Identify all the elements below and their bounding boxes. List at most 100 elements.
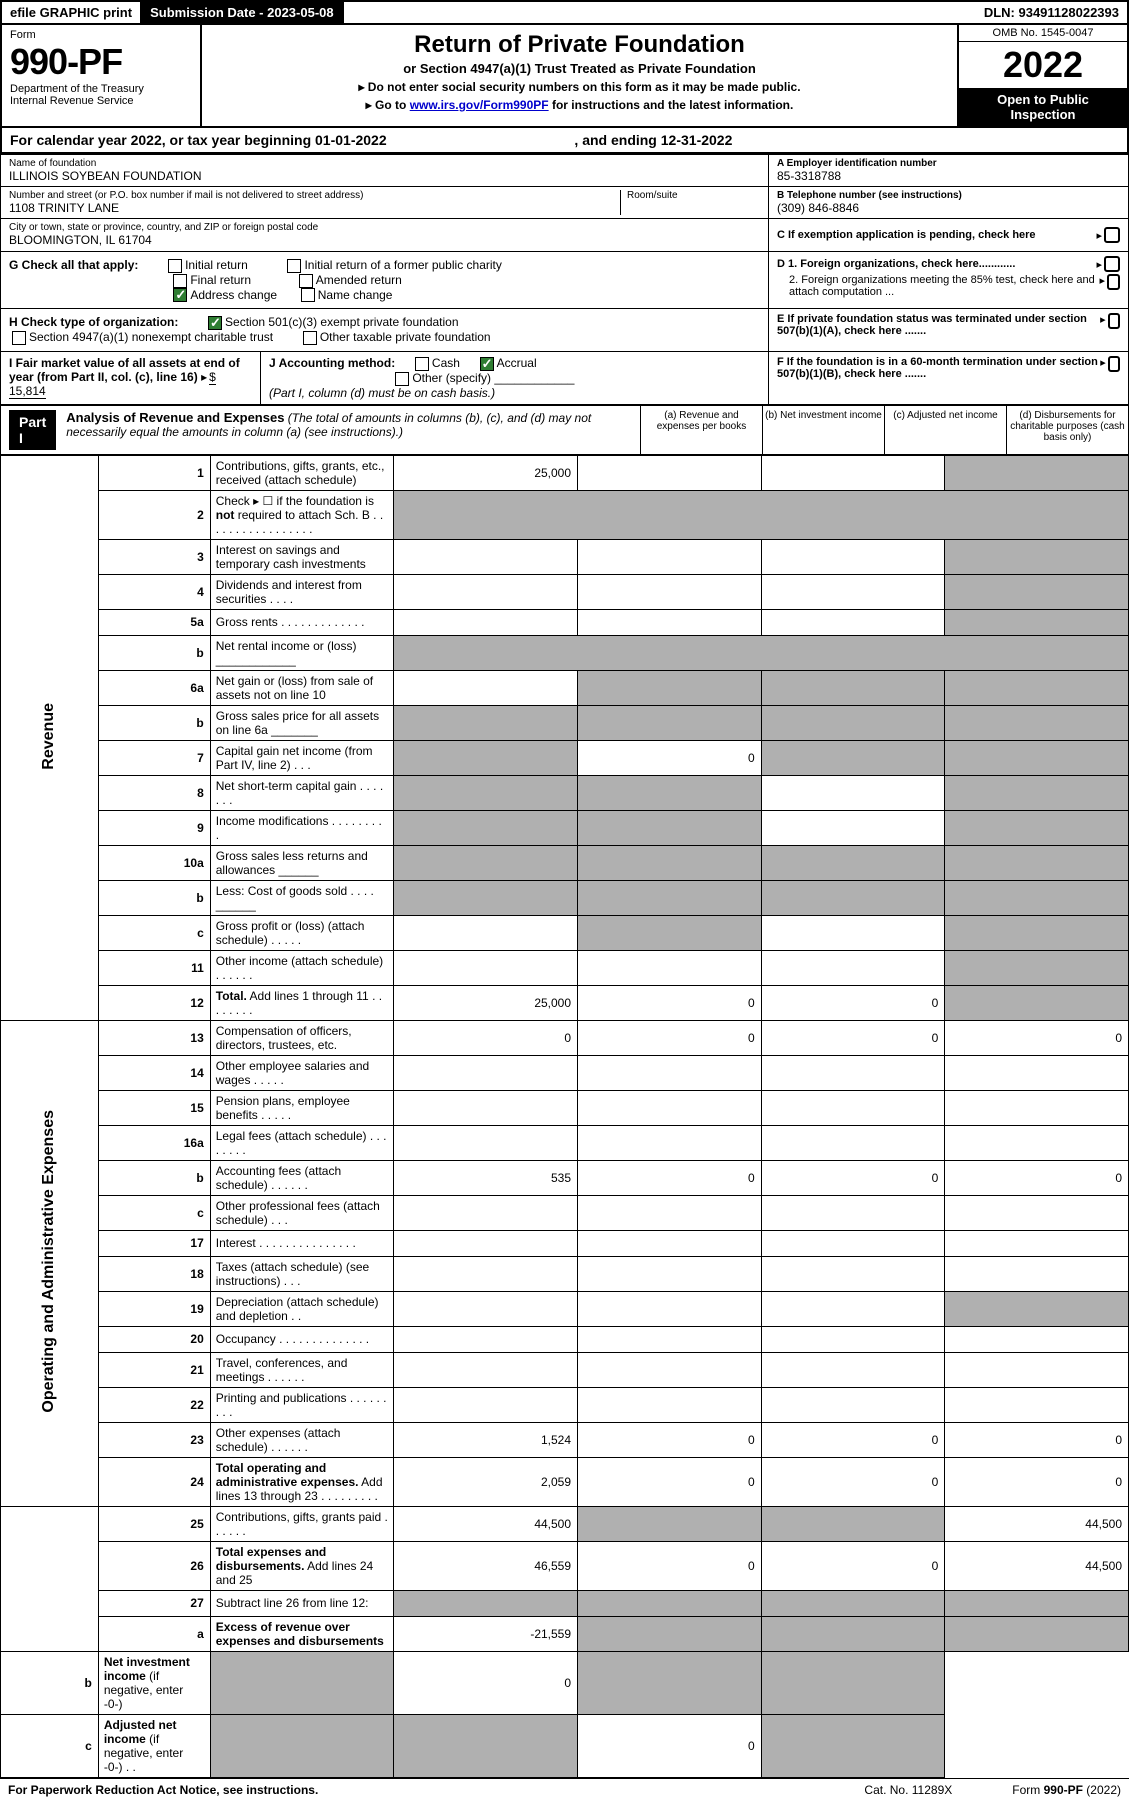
- checkbox-cash[interactable]: [415, 357, 429, 371]
- table-row: 20Occupancy . . . . . . . . . . . . . .: [1, 1326, 1129, 1352]
- line-number: 7: [98, 740, 210, 775]
- section-g: G Check all that apply: Initial return I…: [0, 252, 1129, 309]
- amount-col-a: [394, 574, 578, 609]
- amount-col-b: [578, 1506, 762, 1541]
- amount-col-d: [945, 810, 1129, 845]
- line-description: Travel, conferences, and meetings . . . …: [210, 1352, 394, 1387]
- checkbox-amended-return[interactable]: [299, 274, 313, 288]
- amount-col-d: [945, 1352, 1129, 1387]
- line-number: c: [1, 1714, 99, 1777]
- amount-col-d: 44,500: [945, 1541, 1129, 1590]
- col-a-header: (a) Revenue and expenses per books: [640, 406, 762, 454]
- amount-col-c: [761, 1195, 945, 1230]
- checkbox-initial-public[interactable]: [287, 259, 301, 273]
- line-description: Compensation of officers, directors, tru…: [210, 1020, 394, 1055]
- line-number: 19: [98, 1291, 210, 1326]
- line-number: 1: [98, 455, 210, 490]
- efile-label: efile GRAPHIC print: [2, 2, 142, 23]
- table-row: 24Total operating and administrative exp…: [1, 1457, 1129, 1506]
- amount-col-a: -21,559: [394, 1616, 578, 1651]
- line-description: Income modifications . . . . . . . . .: [210, 810, 394, 845]
- submission-date-cell: Submission Date - 2023-05-08: [142, 2, 344, 23]
- line-number: 9: [98, 810, 210, 845]
- top-bar: efile GRAPHIC print Submission Date - 20…: [0, 0, 1129, 25]
- line-number: 12: [98, 985, 210, 1020]
- amount-col-a: [210, 1714, 394, 1777]
- instr-1: ▸ Do not enter social security numbers o…: [212, 80, 947, 94]
- amount-col-d: [945, 985, 1129, 1020]
- line-number: 4: [98, 574, 210, 609]
- revenue-label: Revenue: [40, 703, 58, 770]
- checkbox-4947a1[interactable]: [12, 331, 26, 345]
- line-number: 18: [98, 1256, 210, 1291]
- amount-col-d: [945, 1090, 1129, 1125]
- open-to-public: Open to Public Inspection: [959, 88, 1127, 126]
- line-number: 11: [98, 950, 210, 985]
- line-number: 17: [98, 1230, 210, 1256]
- amount-col-c: 0: [761, 985, 945, 1020]
- checkbox-d2[interactable]: [1107, 274, 1120, 290]
- amount-col-d: [945, 1616, 1129, 1651]
- instructions-link[interactable]: www.irs.gov/Form990PF: [410, 98, 549, 112]
- foundation-name-cell: Name of foundation ILLINOIS SOYBEAN FOUN…: [1, 155, 768, 187]
- amount-col-d: [945, 1387, 1129, 1422]
- col-d-header: (d) Disbursements for charitable purpose…: [1006, 406, 1128, 454]
- amount-col-d: [945, 1195, 1129, 1230]
- checkbox-501c3[interactable]: [208, 316, 222, 330]
- line-description: Contributions, gifts, grants, etc., rece…: [210, 455, 394, 490]
- amount-col-c: [761, 539, 945, 574]
- checkbox-f[interactable]: [1108, 356, 1120, 372]
- table-row: 18Taxes (attach schedule) (see instructi…: [1, 1256, 1129, 1291]
- amount-col-a: 2,059: [394, 1457, 578, 1506]
- amount-col-a: 0: [394, 1020, 578, 1055]
- amount-col-d: [945, 1291, 1129, 1326]
- table-row: 15Pension plans, employee benefits . . .…: [1, 1090, 1129, 1125]
- amount-col-a: 25,000: [394, 455, 578, 490]
- line-number: 10a: [98, 845, 210, 880]
- checkbox-d1[interactable]: [1104, 256, 1120, 272]
- amount-col-d: [945, 1230, 1129, 1256]
- amount-col-b: [578, 950, 762, 985]
- table-row: cAdjusted net income (if negative, enter…: [1, 1714, 1129, 1777]
- header-right: OMB No. 1545-0047 2022 Open to Public In…: [957, 25, 1127, 126]
- amount-col-c: [761, 740, 945, 775]
- checkbox-final-return[interactable]: [173, 274, 187, 288]
- amount-col-c: [761, 1506, 945, 1541]
- table-row: 5aGross rents . . . . . . . . . . . . .: [1, 609, 1129, 635]
- line-description: Check ▸ ☐ if the foundation is not requi…: [210, 490, 394, 539]
- table-row: 17Interest . . . . . . . . . . . . . . .: [1, 1230, 1129, 1256]
- amount-col-c: [761, 670, 945, 705]
- amount-col-a: [394, 1590, 578, 1616]
- header-left: Form 990-PF Department of the Treasury I…: [2, 25, 202, 126]
- room-suite-label: Room/suite: [627, 190, 760, 201]
- line-description: Other professional fees (attach schedule…: [210, 1195, 394, 1230]
- amount-col-c: [761, 775, 945, 810]
- part1-header: Part I Analysis of Revenue and Expenses …: [0, 405, 1129, 455]
- checkbox-other-method[interactable]: [395, 372, 409, 386]
- line-description: Interest . . . . . . . . . . . . . . .: [210, 1230, 394, 1256]
- checkbox-name-change[interactable]: [301, 288, 315, 302]
- tax-year: 2022: [959, 42, 1127, 88]
- line-description: Taxes (attach schedule) (see instruction…: [210, 1256, 394, 1291]
- checkbox-initial-return[interactable]: [168, 259, 182, 273]
- checkbox-address-change[interactable]: [173, 288, 187, 302]
- amount-col-c: [761, 455, 945, 490]
- checkbox-c[interactable]: [1104, 227, 1120, 243]
- line-number: 16a: [98, 1125, 210, 1160]
- line-number: b: [98, 880, 210, 915]
- amount-col-d: 0: [945, 1020, 1129, 1055]
- table-row: bAccounting fees (attach schedule) . . .…: [1, 1160, 1129, 1195]
- amount-col-b: [578, 1195, 762, 1230]
- col-b-header: (b) Net investment income: [762, 406, 884, 454]
- amount-col-c: [761, 1090, 945, 1125]
- table-row: 7Capital gain net income (from Part IV, …: [1, 740, 1129, 775]
- table-row: 23Other expenses (attach schedule) . . .…: [1, 1422, 1129, 1457]
- checkbox-e[interactable]: [1108, 313, 1120, 329]
- amount-col-a: [394, 1055, 578, 1090]
- amount-col-b: [578, 915, 762, 950]
- checkbox-other-taxable[interactable]: [303, 331, 317, 345]
- amount-col-a: [394, 1256, 578, 1291]
- amount-col-a: [394, 1230, 578, 1256]
- checkbox-accrual[interactable]: [480, 357, 494, 371]
- amount-col-a: [394, 539, 578, 574]
